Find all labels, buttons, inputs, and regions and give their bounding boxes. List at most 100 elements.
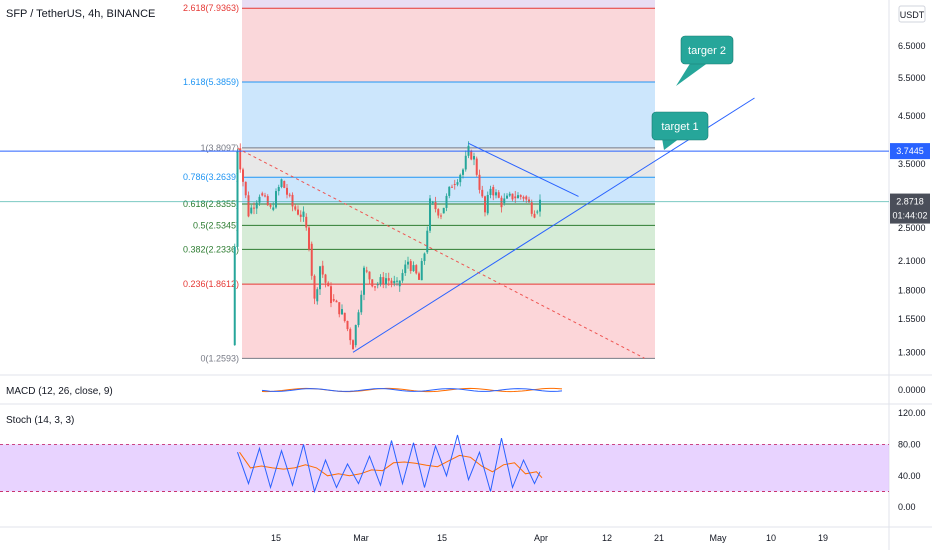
price-candle xyxy=(434,201,437,210)
price-candle xyxy=(475,158,478,175)
price-candle xyxy=(456,182,459,185)
price-candle xyxy=(255,202,258,209)
price-candle xyxy=(437,209,440,216)
price-candle xyxy=(514,196,517,199)
price-candle xyxy=(462,169,464,175)
callout-tail xyxy=(662,138,680,150)
price-candle xyxy=(360,294,363,313)
stoch-k-line xyxy=(237,434,541,494)
stoch-axis-tick: 120.00 xyxy=(898,408,926,418)
price-candle xyxy=(354,325,357,346)
price-candle xyxy=(492,187,495,196)
stoch-band xyxy=(0,444,889,492)
price-candle xyxy=(343,312,346,321)
price-candle xyxy=(429,198,431,231)
price-candle xyxy=(299,214,302,217)
price-candle xyxy=(503,198,506,204)
stoch-axis-tick: 80.00 xyxy=(898,439,921,449)
fib-band xyxy=(242,249,655,285)
fib-level-label: 0.382(2.2336) xyxy=(183,244,239,254)
price-candle xyxy=(484,196,486,213)
price-candle xyxy=(431,201,434,204)
time-axis-tick: 15 xyxy=(437,533,447,543)
price-candle xyxy=(489,188,492,195)
price-axis-tick: 4.5000 xyxy=(898,111,926,121)
target-price-text: 3.7445 xyxy=(896,146,924,156)
price-candle xyxy=(522,196,525,199)
time-axis-tick: 10 xyxy=(766,533,776,543)
price-candle xyxy=(316,289,319,302)
fib-level-label: 0.786(3.2639) xyxy=(183,172,239,182)
time-axis-tick: 15 xyxy=(271,533,281,543)
price-candle xyxy=(291,194,294,207)
price-candle xyxy=(280,179,283,188)
price-candle xyxy=(539,199,541,212)
price-candle xyxy=(277,187,280,192)
fib-level-label: 0.236(1.8612) xyxy=(183,279,239,289)
stoch-axis-tick: 0.00 xyxy=(898,502,916,512)
price-candle xyxy=(407,261,409,265)
price-candle xyxy=(528,199,530,203)
price-candle xyxy=(404,264,407,274)
price-candle xyxy=(338,302,341,315)
price-candle xyxy=(305,216,308,228)
price-candle xyxy=(349,329,352,341)
price-candle xyxy=(379,277,382,285)
price-candle xyxy=(239,148,242,170)
price-candle xyxy=(346,320,349,330)
dashed-diagonal xyxy=(237,147,645,359)
callout-box xyxy=(651,111,709,141)
price-candle xyxy=(368,271,371,280)
price-candle xyxy=(310,243,313,276)
price-candle xyxy=(398,280,401,287)
current-price-text: 2.8718 xyxy=(896,197,924,207)
price-candle xyxy=(473,156,475,160)
price-candle xyxy=(374,286,376,288)
macd-title: MACD (12, 26, close, 9) xyxy=(6,386,113,397)
price-candle xyxy=(412,265,415,272)
price-candle xyxy=(253,207,255,209)
price-candle xyxy=(365,270,368,272)
stoch-d-line xyxy=(239,451,543,479)
price-candle xyxy=(327,282,330,287)
price-candle xyxy=(390,280,393,284)
price-candle xyxy=(294,206,297,210)
price-candle xyxy=(272,207,275,210)
price-candle xyxy=(371,279,374,287)
price-candle xyxy=(341,309,343,315)
time-axis-tick: 12 xyxy=(602,533,612,543)
price-candle xyxy=(453,183,456,185)
price-candle xyxy=(486,194,489,214)
price-candle xyxy=(302,211,305,217)
time-axis-tick: Mar xyxy=(353,533,369,543)
price-candle xyxy=(363,267,365,295)
fib-level-label: 1(3.8097) xyxy=(200,143,239,153)
currency-box[interactable] xyxy=(898,5,926,23)
fib-band xyxy=(242,284,655,359)
price-candle xyxy=(385,278,387,285)
price-candle xyxy=(519,195,522,197)
price-candle xyxy=(464,155,467,170)
price-candle xyxy=(286,187,288,195)
price-candle xyxy=(448,186,451,196)
callout-target-2: targer 2 xyxy=(676,35,734,86)
fib-band-top xyxy=(242,0,655,9)
price-candle xyxy=(283,180,286,188)
price-candle xyxy=(409,261,412,272)
price-candle xyxy=(264,195,266,197)
price-candle xyxy=(313,275,316,299)
price-axis-tick: 1.5500 xyxy=(898,314,926,324)
price-candle xyxy=(511,193,514,200)
price-candle xyxy=(418,273,420,280)
price-candle xyxy=(266,196,269,206)
price-candle xyxy=(244,181,247,196)
currency-label: USDT xyxy=(900,10,925,20)
price-candle xyxy=(481,189,484,197)
price-candle xyxy=(500,197,503,208)
price-candle xyxy=(269,205,272,207)
price-axis-tick: 1.8000 xyxy=(898,285,926,295)
price-candle xyxy=(357,312,360,326)
price-axis-tick: 1.3000 xyxy=(898,347,926,357)
price-candle xyxy=(396,280,398,282)
